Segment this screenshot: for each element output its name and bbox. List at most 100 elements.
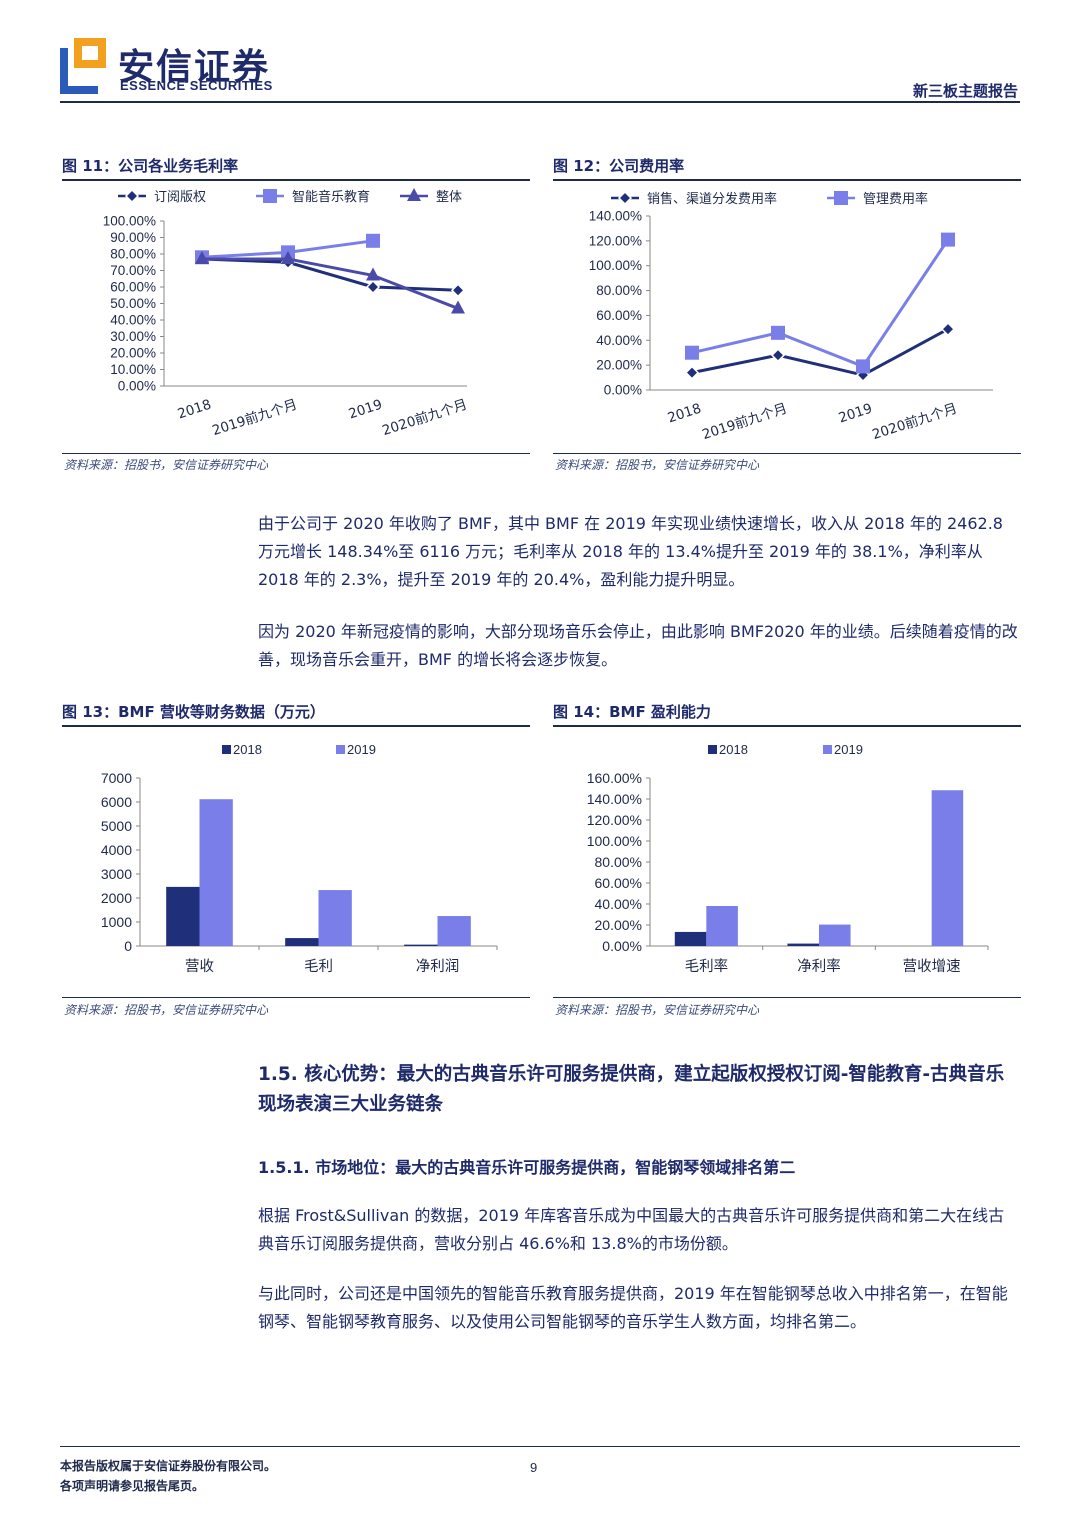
y-tick-label: 80.00% <box>110 247 156 262</box>
x-tick-label: 2020前九个月 <box>380 396 469 439</box>
y-tick-label: 0.00% <box>118 379 156 394</box>
bar-毛利-2019 <box>318 890 352 946</box>
legend-swatch <box>222 745 231 754</box>
figure-13-bottom-rule <box>62 997 530 998</box>
legend-marker <box>263 189 277 203</box>
y-tick-label: 120.00% <box>587 812 642 828</box>
logo-text-cn: 安信证券 <box>118 47 271 88</box>
x-tick-label: 净利润 <box>416 958 460 975</box>
bar-营收-2018 <box>166 886 200 946</box>
legend-marker <box>617 190 633 206</box>
legend-marker <box>407 188 421 201</box>
legend-label: 智能音乐教育 <box>292 189 370 205</box>
figure-11-rule <box>62 179 530 181</box>
y-tick-label: 6000 <box>101 794 132 810</box>
figure-13-rule <box>62 725 530 727</box>
figure-12-source: 资料来源：招股书，安信证券研究中心 <box>555 458 760 472</box>
figure-14-title: 图 14：BMF 盈利能力 <box>553 703 711 721</box>
y-tick-label: 100.00% <box>103 214 156 229</box>
data-point <box>366 267 380 281</box>
figure-14-source: 资料来源：招股书，安信证券研究中心 <box>555 1003 760 1017</box>
figure-13-chart: 7000 6000 5000 4000 3000 2000 1000 0 2018 2019 营收 毛… <box>101 742 498 975</box>
legend-label: 2019 <box>834 742 863 757</box>
data-point <box>195 250 209 264</box>
bar-营收-2019 <box>199 799 233 946</box>
x-tick-label: 2019 <box>347 397 385 423</box>
figure-12-title: 图 12：公司费用率 <box>553 157 685 175</box>
y-tick-label: 3000 <box>101 866 132 882</box>
x-tick-label: 2018 <box>176 397 214 423</box>
y-tick-label: 140.00% <box>587 791 642 807</box>
legend-label: 订阅版权 <box>154 189 206 205</box>
y-tick-label: 60.00% <box>596 308 642 323</box>
bar-毛利率-2019 <box>706 905 738 946</box>
paragraph-bmf-growth: 由于公司于 2020 年收购了 BMF，其中 BMF 在 2019 年实现业绩快… <box>258 514 1003 589</box>
bar-净利率-2019 <box>819 924 851 946</box>
y-tick-label: 20.00% <box>596 358 642 373</box>
legend-label: 销售、渠道分发费用率 <box>647 191 777 207</box>
paragraph-market-position: 根据 Frost&Sullivan 的数据，2019 年库客音乐成为中国最大的古… <box>258 1206 1005 1253</box>
series-line-1 <box>201 257 459 292</box>
x-tick-label: 2020前九个月 <box>870 400 959 443</box>
y-tick-label: 30.00% <box>110 329 156 344</box>
legend-label: 2018 <box>233 742 262 757</box>
figure-14-bottom-rule <box>553 997 1021 998</box>
footer-copyright: 本报告版权属于安信证券股份有限公司。 <box>60 1459 277 1473</box>
bar-净利润-2018 <box>404 944 438 946</box>
x-tick-label: 毛利率 <box>685 958 729 975</box>
data-point <box>366 233 380 248</box>
y-tick-label: 160.00% <box>587 770 642 786</box>
series-line-1 <box>691 327 949 377</box>
legend-marker <box>124 188 140 204</box>
y-tick-label: 140.00% <box>589 209 642 224</box>
legend-label: 整体 <box>436 190 462 205</box>
figure-13-source: 资料来源：招股书，安信证券研究中心 <box>64 1003 269 1017</box>
data-point <box>856 359 870 374</box>
legend-swatch <box>708 745 717 754</box>
figure-13-title: 图 13：BMF 营收等财务数据（万元） <box>62 703 325 721</box>
y-tick-label: 2000 <box>101 890 132 906</box>
data-point <box>450 283 466 298</box>
y-tick-label: 7000 <box>101 770 132 786</box>
report-type: 新三板主题报告 <box>912 82 1018 100</box>
y-tick-label: 4000 <box>101 842 132 858</box>
y-tick-label: 40.00% <box>595 896 642 912</box>
data-point <box>684 365 700 380</box>
figure-11-bottom-rule <box>62 453 530 454</box>
section-heading-1-5: 1.5. 核心优势：最大的古典音乐许可服务提供商，建立起版权授权订阅-智能教育-… <box>258 1064 1005 1115</box>
data-point <box>685 345 699 360</box>
header-divider <box>60 101 1020 103</box>
y-tick-label: 1000 <box>101 914 132 930</box>
y-tick-label: 80.00% <box>595 854 642 870</box>
x-tick-label: 2018 <box>666 401 704 427</box>
legend-marker <box>834 191 848 205</box>
y-tick-label: 0 <box>124 938 132 954</box>
y-tick-label: 120.00% <box>589 233 642 248</box>
legend-swatch <box>823 745 832 754</box>
section-heading-1-5-1: 1.5.1. 市场地位：最大的古典音乐许可服务提供商，智能钢琴领域排名第二 <box>258 1158 796 1177</box>
legend-swatch <box>336 745 345 754</box>
x-tick-label: 营收 <box>185 958 214 975</box>
legend-label: 2018 <box>719 742 748 757</box>
y-tick-label: 70.00% <box>110 263 156 278</box>
figure-11-source: 资料来源：招股书，安信证券研究中心 <box>64 458 269 472</box>
y-tick-label: 0.00% <box>604 383 642 398</box>
y-tick-label: 0.00% <box>602 938 642 954</box>
legend-label: 2019 <box>347 742 376 757</box>
page-number: 9 <box>530 1460 538 1475</box>
x-tick-label: 2019 <box>837 401 875 427</box>
y-tick-label: 90.00% <box>110 230 156 245</box>
series-line-3 <box>202 257 459 310</box>
data-point <box>770 348 786 363</box>
bar-营收增速-2019 <box>931 790 964 946</box>
x-tick-label: 2019前九个月 <box>700 400 789 443</box>
figure-14-rule <box>553 725 1021 727</box>
x-tick-label: 营收增速 <box>903 958 961 975</box>
data-point <box>365 279 381 295</box>
y-tick-label: 40.00% <box>596 333 642 348</box>
data-point <box>771 325 785 340</box>
y-tick-label: 10.00% <box>110 362 156 377</box>
x-tick-label: 毛利 <box>304 958 333 975</box>
y-tick-label: 5000 <box>101 818 132 834</box>
figure-12-chart: 140.00% 120.00% 100.00% 80.00% 60.00% 40.00% 2… <box>589 190 993 443</box>
